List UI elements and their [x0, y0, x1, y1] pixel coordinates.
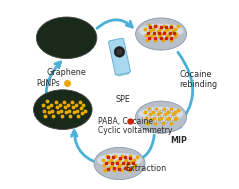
- Bar: [124, 71, 126, 75]
- Text: Graphene: Graphene: [47, 68, 87, 77]
- FancyBboxPatch shape: [109, 38, 130, 75]
- Text: Extraction: Extraction: [125, 164, 167, 174]
- Text: Cocaine
rebinding: Cocaine rebinding: [179, 70, 217, 89]
- Circle shape: [114, 47, 125, 57]
- Ellipse shape: [33, 90, 92, 129]
- Ellipse shape: [97, 153, 142, 167]
- Circle shape: [116, 49, 123, 55]
- Ellipse shape: [36, 17, 97, 59]
- Ellipse shape: [136, 18, 187, 50]
- Text: PABA, Cocaine: PABA, Cocaine: [98, 117, 153, 126]
- Bar: [118, 73, 120, 76]
- Ellipse shape: [139, 107, 184, 121]
- Ellipse shape: [94, 147, 145, 180]
- Bar: [121, 72, 123, 76]
- Bar: [126, 71, 129, 74]
- Text: MIP: MIP: [171, 136, 187, 145]
- Ellipse shape: [139, 24, 184, 38]
- Text: SPE: SPE: [116, 94, 131, 104]
- Text: PdNPs: PdNPs: [36, 79, 60, 88]
- Text: Cyclic voltammetry: Cyclic voltammetry: [98, 126, 172, 135]
- Ellipse shape: [136, 101, 187, 133]
